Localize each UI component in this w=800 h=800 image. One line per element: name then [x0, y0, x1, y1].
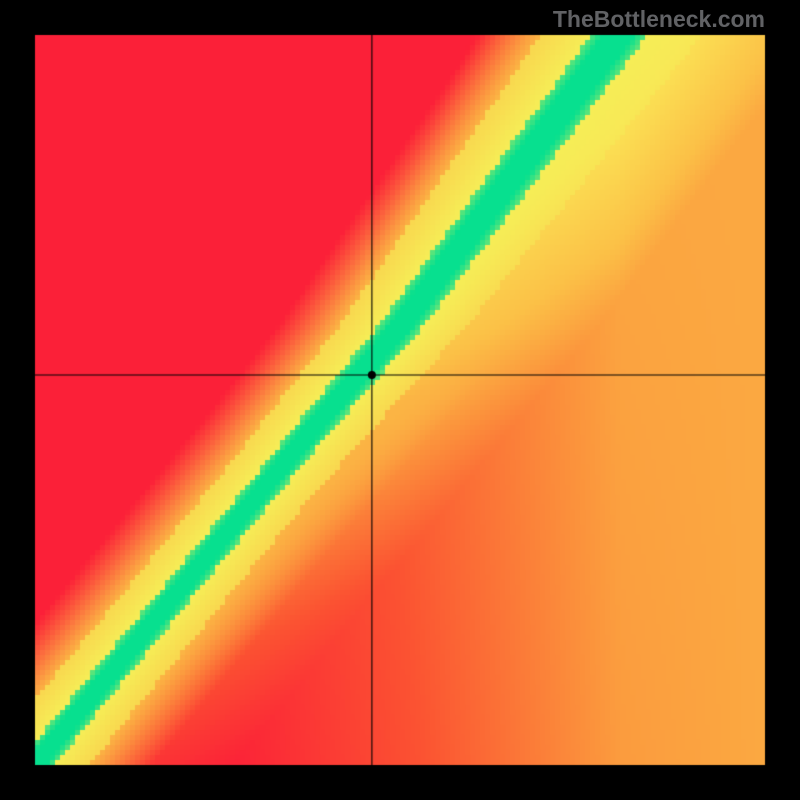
- chart-container: { "watermark": { "text": "TheBottleneck.…: [0, 0, 800, 800]
- bottleneck-heatmap: [0, 0, 800, 800]
- watermark-text: TheBottleneck.com: [553, 6, 765, 33]
